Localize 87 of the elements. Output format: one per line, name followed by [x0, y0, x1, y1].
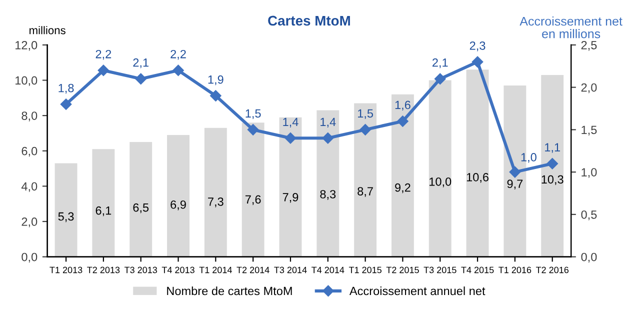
legend-label: Accroissement annuel net	[349, 286, 486, 296]
data-label: 1,1	[545, 143, 560, 153]
bar	[466, 70, 489, 257]
data-label: 9,2	[395, 183, 410, 194]
x-tick-label: T2 2015	[386, 266, 419, 274]
data-label: 2,1	[432, 58, 448, 68]
data-label: 1,4	[283, 118, 298, 128]
data-label: 7,3	[208, 197, 224, 208]
y-tick-label: 4,0	[21, 182, 38, 192]
y-tick-label: 8,0	[22, 112, 38, 122]
data-label: 1,9	[208, 75, 224, 86]
data-label: 1,4	[320, 118, 336, 128]
data-label: 9,7	[507, 180, 523, 190]
y2-tick-label: 0,0	[581, 252, 597, 263]
bar	[391, 94, 414, 257]
data-label: 2,1	[133, 58, 148, 68]
bar	[167, 134, 190, 257]
point	[247, 124, 259, 136]
data-label: 2,2	[96, 50, 112, 60]
x-tick-label: T3 2013	[124, 266, 158, 274]
data-label: 7,6	[245, 195, 261, 206]
point	[397, 116, 408, 127]
y-tick-label: 10,0	[16, 76, 38, 86]
data-label: 6,1	[96, 206, 112, 216]
data-label: 1,5	[246, 109, 261, 120]
bar	[204, 128, 227, 257]
data-label: 1,8	[58, 84, 74, 94]
point	[284, 132, 296, 144]
bar	[316, 110, 340, 257]
y-tick-label: 6,0	[22, 146, 38, 157]
legend-label: Nombre de cartes MtoM	[167, 286, 292, 296]
x-tick-label: T4 2014	[312, 266, 344, 274]
point	[98, 64, 110, 76]
point	[135, 73, 146, 84]
point	[360, 124, 371, 136]
bar	[130, 142, 152, 257]
x-tick-label: T1 2013	[50, 266, 82, 274]
point	[546, 158, 558, 170]
y-tick-label: 0,0	[22, 252, 38, 263]
point	[472, 56, 484, 68]
y2-tick-label: 1,0	[582, 168, 597, 178]
bar	[354, 103, 377, 257]
bar	[541, 74, 564, 257]
data-label: 10,0	[430, 177, 452, 188]
point	[172, 64, 184, 76]
data-label: 5,3	[58, 212, 74, 222]
x-tick-label: T2 2016	[536, 266, 569, 274]
bar	[92, 149, 115, 257]
x-tick-label: T4 2015	[461, 266, 494, 274]
bar	[428, 80, 452, 257]
data-label: 8,3	[320, 190, 336, 200]
x-tick-label: T1 2016	[498, 266, 532, 274]
y2-tick-label: 0,5	[581, 210, 597, 220]
data-label: 2,2	[170, 50, 186, 60]
bar	[279, 117, 302, 257]
x-tick-label: T3 2015	[424, 266, 456, 274]
x-tick-label: T2 2014	[236, 266, 270, 274]
point	[322, 132, 334, 144]
bar	[54, 163, 78, 257]
y2-tick-label: 2,5	[581, 40, 597, 51]
point	[434, 73, 446, 84]
data-label: 1,5	[358, 109, 374, 120]
data-label: 10,3	[542, 175, 564, 185]
y-tick-label: 2,0	[22, 218, 38, 228]
data-label: 6,9	[170, 200, 186, 210]
data-label: 1,0	[521, 153, 536, 163]
data-label: 7,9	[282, 193, 298, 203]
y2-tick-label: 1,5	[582, 126, 597, 136]
data-label: 8,7	[358, 187, 373, 197]
y-tick-label: 12,0	[16, 40, 38, 51]
x-tick-label: T3 2014	[274, 266, 307, 274]
y2-axis-title: Accroissement net en millions	[520, 16, 622, 38]
data-label: 10,6	[466, 173, 488, 183]
x-tick-label: T4 2013	[162, 266, 194, 274]
chart-title: Cartes MtoM	[268, 16, 350, 26]
x-tick-label: T1 2015	[348, 266, 382, 274]
data-label: 6,5	[133, 203, 149, 214]
data-label: 2,3	[470, 41, 486, 52]
y-axis-title: millions	[30, 26, 66, 34]
x-tick-label: T1 2014	[199, 266, 232, 274]
data-label: 1,6	[395, 100, 410, 111]
y2-tick-label: 2,0	[581, 83, 597, 94]
point	[210, 90, 222, 102]
bar	[242, 122, 264, 257]
x-tick-label: T2 2013	[87, 266, 120, 274]
point	[60, 98, 72, 110]
point	[509, 166, 521, 178]
